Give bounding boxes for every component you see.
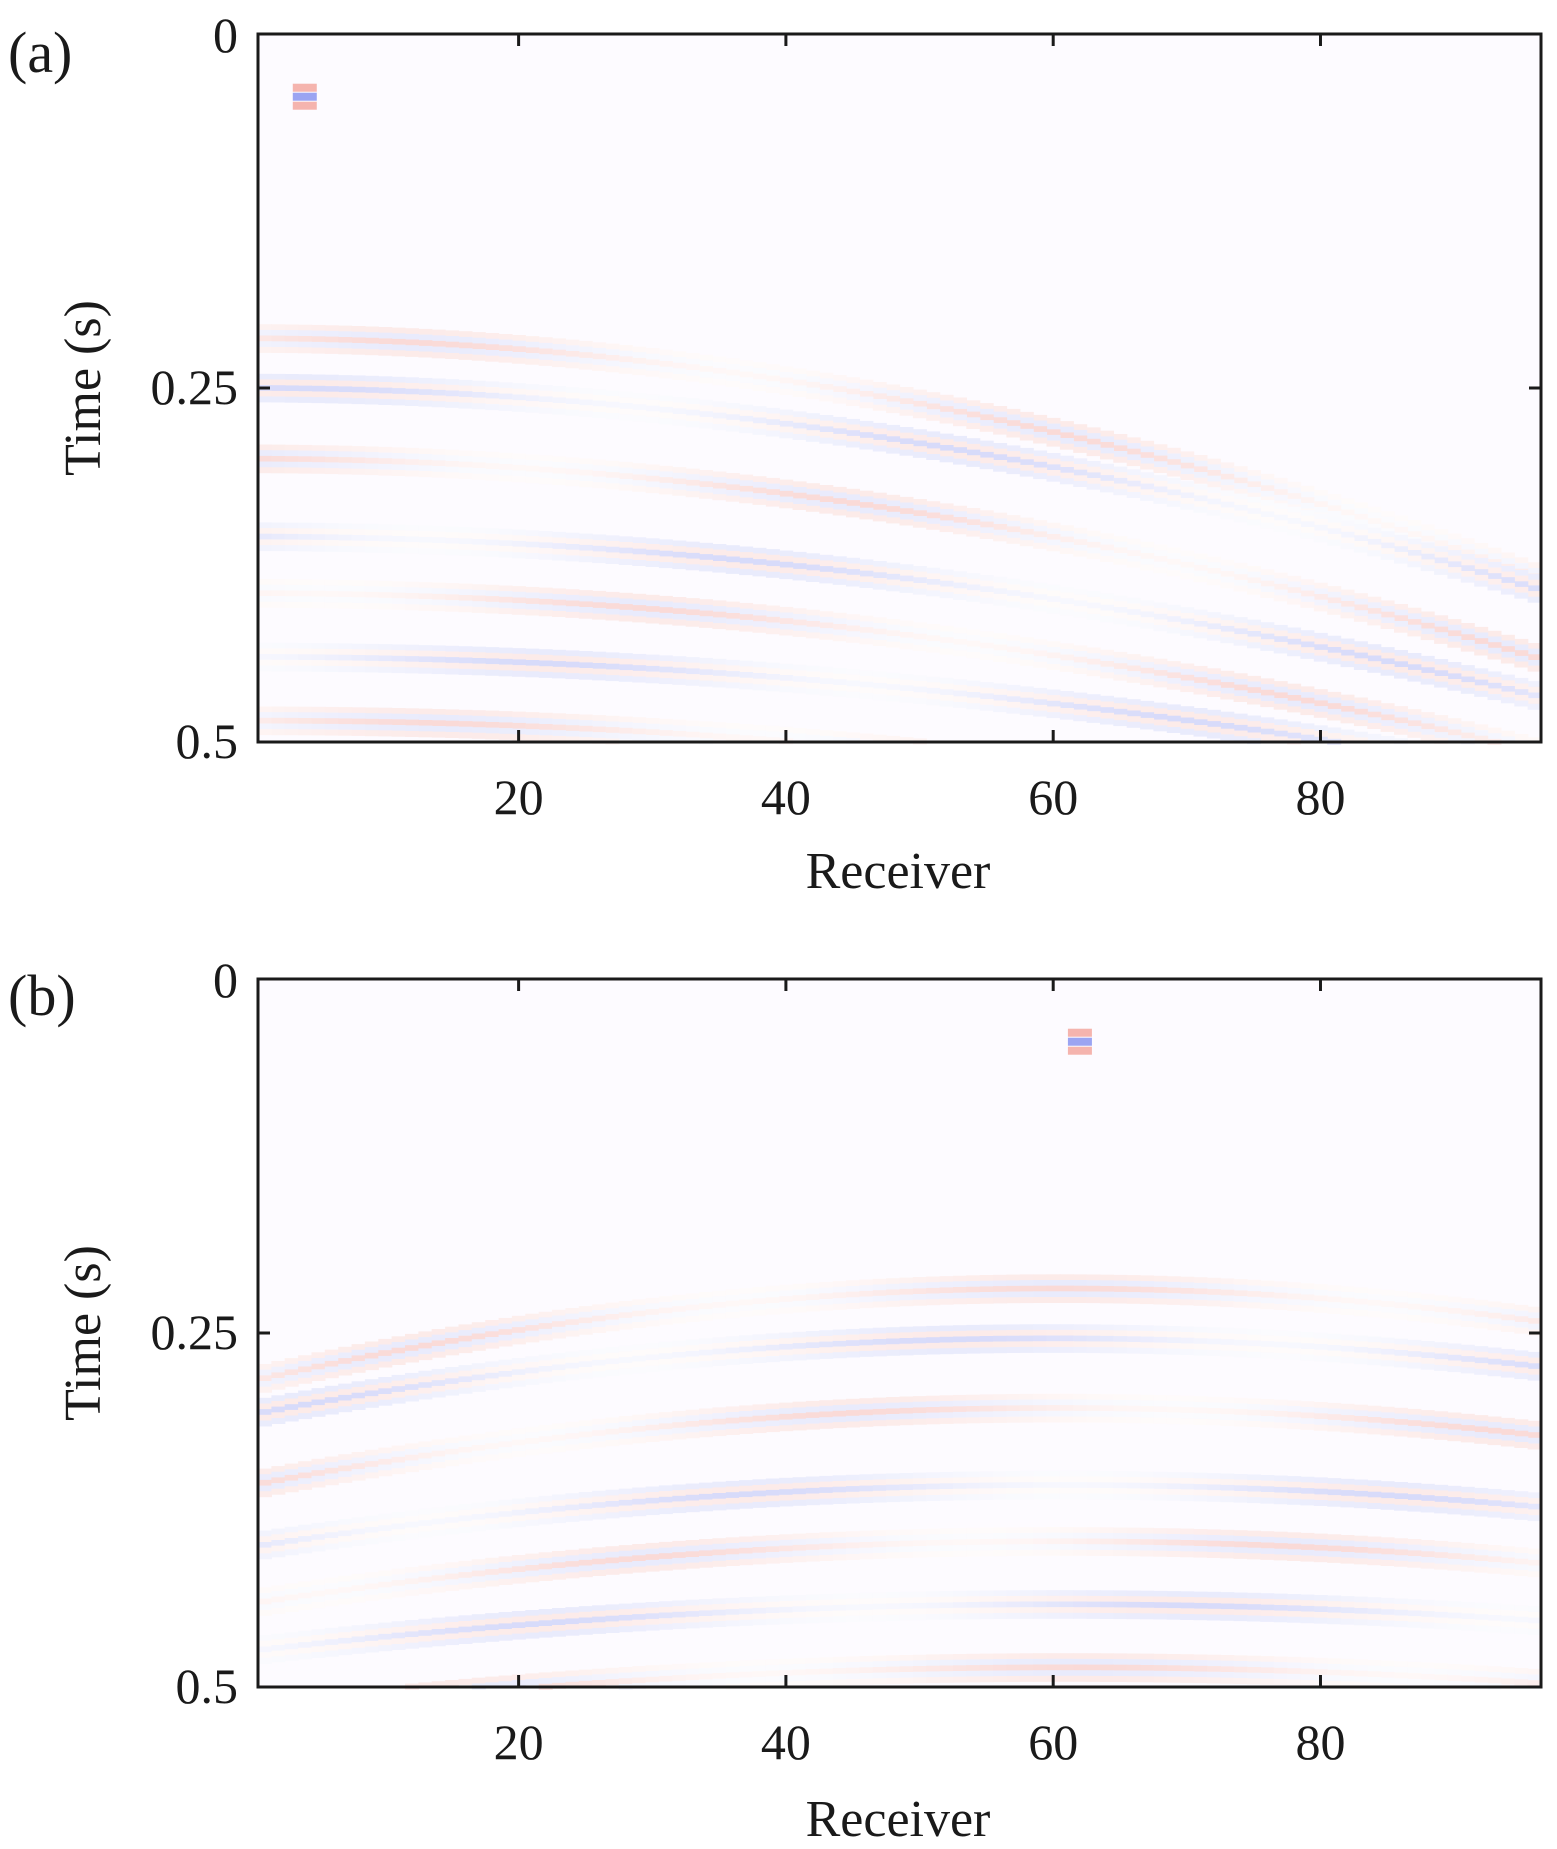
panel-a-axes: 20 40 60 80 0 0.25 0.5	[151, 7, 1543, 825]
y-tick-label: 0.5	[176, 713, 239, 769]
x-tick-label: 40	[761, 769, 811, 825]
x-tick-label: 80	[1295, 1714, 1345, 1770]
x-tick-label: 80	[1295, 769, 1345, 825]
y-tick-label: 0	[213, 952, 238, 1008]
panel-a-label: (a)	[8, 20, 72, 85]
panel-a: (a) 20 40 60 80 0 0.25 0.5 Receiver Time (s)	[8, 7, 1543, 900]
x-tick-label: 20	[494, 1714, 544, 1770]
panel-b-seismic-image	[258, 979, 1542, 1690]
y-tick-label: 0.5	[176, 1658, 239, 1714]
panel-b-axes: 20 40 60 80 0 0.25 0.5	[151, 952, 1543, 1770]
panel-b-x-axis-label: Receiver	[806, 1791, 991, 1848]
x-tick-label: 60	[1028, 769, 1078, 825]
y-tick-label: 0.25	[151, 359, 239, 415]
panel-b-label: (b)	[8, 963, 76, 1028]
x-tick-label: 60	[1028, 1714, 1078, 1770]
x-tick-label: 40	[761, 1714, 811, 1770]
panel-a-seismic-image	[258, 34, 1542, 745]
y-tick-label: 0	[213, 7, 238, 63]
panel-b-y-axis-label: Time (s)	[55, 1245, 112, 1421]
y-tick-label: 0.25	[151, 1304, 239, 1360]
x-tick-label: 20	[494, 769, 544, 825]
panel-a-y-axis-label: Time (s)	[55, 300, 112, 476]
panel-a-x-axis-label: Receiver	[806, 843, 991, 900]
panel-b: (b) 20 40 60 80 0 0.25 0.5 Receiver Time (s)	[8, 952, 1543, 1848]
